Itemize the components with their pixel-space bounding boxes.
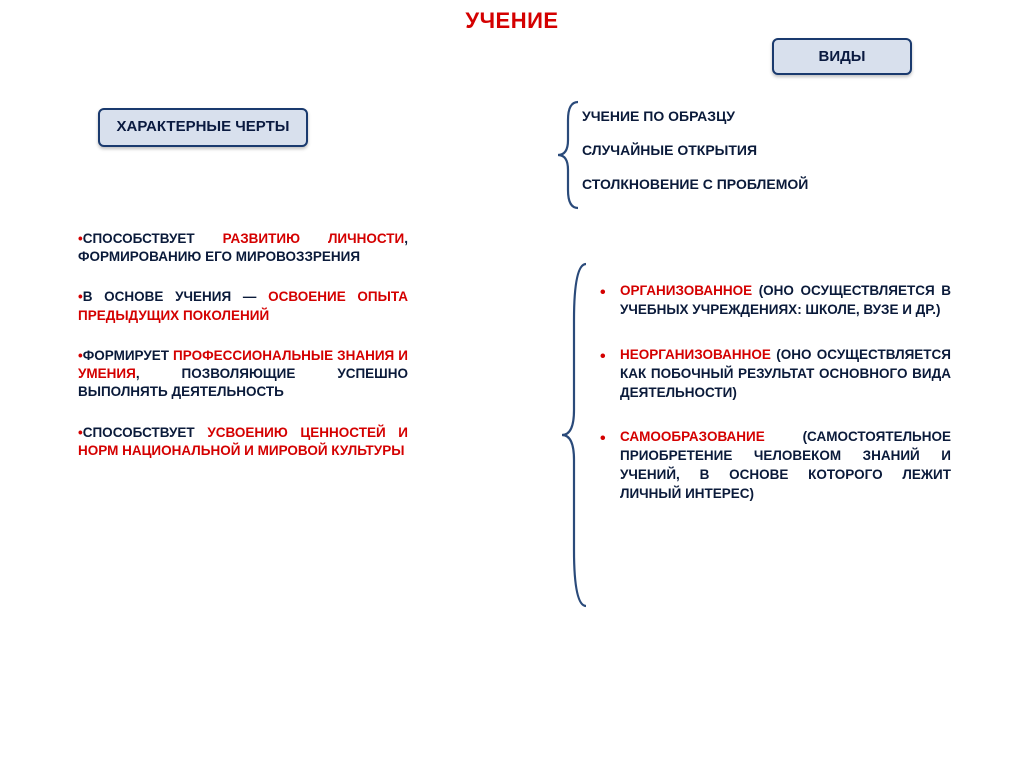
brace-upper-icon — [556, 100, 580, 210]
type-hl: САМООБРАЗОВАНИЕ — [620, 429, 765, 444]
char-item: •В ОСНОВЕ УЧЕНИЯ — ОСВОЕНИЕ ОПЫТА ПРЕДЫД… — [78, 288, 408, 324]
type-simple-item: СЛУЧАЙНЫЕ ОТКРЫТИЯ — [582, 142, 922, 158]
box-characteristics: ХАРАКТЕРНЫЕ ЧЕРТЫ — [98, 108, 308, 147]
type-detailed-item: САМООБРАЗОВАНИЕ (САМОСТОЯТЕЛЬНОЕ ПРИОБРЕ… — [596, 428, 951, 504]
type-hl: ОРГАНИЗОВАННОЕ — [620, 283, 752, 298]
char-item: •СПОСОБСТВУЕТ УСВОЕНИЮ ЦЕННОСТЕЙ И НОРМ … — [78, 424, 408, 460]
box-types: ВИДЫ — [772, 38, 912, 75]
type-simple-item: УЧЕНИЕ ПО ОБРАЗЦУ — [582, 108, 922, 124]
char-pre: ФОРМИРУЕТ — [83, 348, 173, 363]
types-detailed-list: ОРГАНИЗОВАННОЕ (ОНО ОСУЩЕСТВЛЯЕТСЯ В УЧЕ… — [596, 282, 951, 530]
char-item: •СПОСОБСТВУЕТ РАЗВИТИЮ ЛИЧНОСТИ, ФОРМИРО… — [78, 230, 408, 266]
types-simple-list: УЧЕНИЕ ПО ОБРАЗЦУ СЛУЧАЙНЫЕ ОТКРЫТИЯ СТО… — [582, 108, 922, 210]
char-pre: В ОСНОВЕ УЧЕНИЯ — — [83, 289, 268, 304]
char-pre: СПОСОБСТВУЕТ — [83, 425, 208, 440]
type-hl: НЕОРГАНИЗОВАННОЕ — [620, 347, 771, 362]
characteristics-list: •СПОСОБСТВУЕТ РАЗВИТИЮ ЛИЧНОСТИ, ФОРМИРО… — [78, 230, 408, 482]
type-simple-item: СТОЛКНОВЕНИЕ С ПРОБЛЕМОЙ — [582, 176, 922, 192]
char-hl: РАЗВИТИЮ ЛИЧНОСТИ — [223, 231, 405, 246]
page-title: УЧЕНИЕ — [0, 8, 1024, 34]
char-pre: СПОСОБСТВУЕТ — [83, 231, 223, 246]
type-detailed-item: НЕОРГАНИЗОВАННОЕ (ОНО ОСУЩЕСТВЛЯЕТСЯ КАК… — [596, 346, 951, 403]
char-item: •ФОРМИРУЕТ ПРОФЕССИОНАЛЬНЫЕ ЗНАНИЯ И УМЕ… — [78, 347, 408, 402]
type-detailed-item: ОРГАНИЗОВАННОЕ (ОНО ОСУЩЕСТВЛЯЕТСЯ В УЧЕ… — [596, 282, 951, 320]
brace-lower-icon — [560, 260, 588, 610]
